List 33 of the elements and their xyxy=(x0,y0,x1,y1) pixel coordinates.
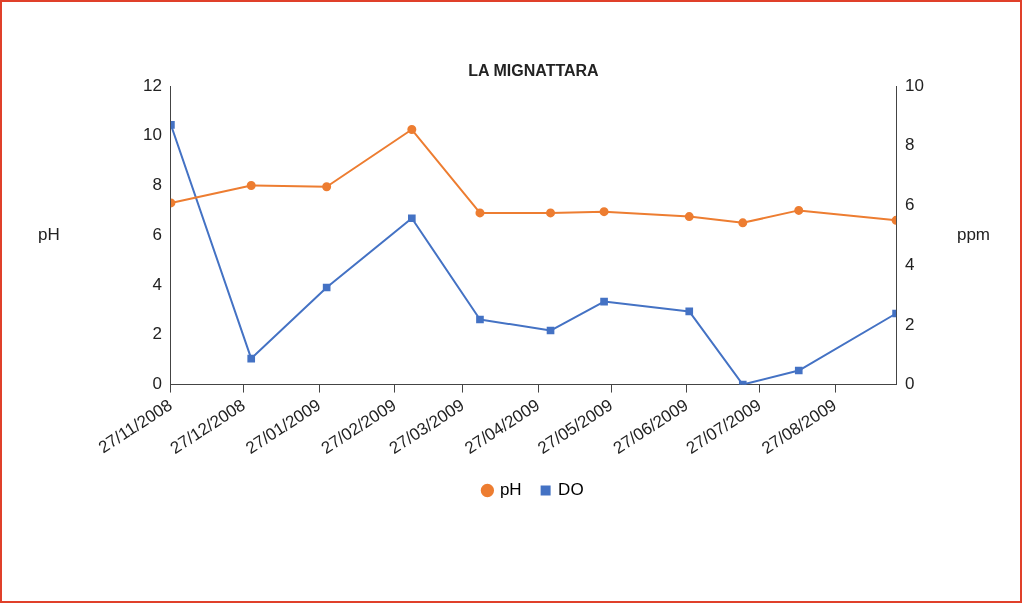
y2-axis-title: ppm xyxy=(956,224,990,244)
point xyxy=(476,315,484,324)
y-tick-label: 12 xyxy=(142,75,162,95)
point xyxy=(475,208,485,218)
point xyxy=(407,125,417,135)
y2-tick-label: 8 xyxy=(905,135,915,155)
y-tick-label: 0 xyxy=(152,374,162,394)
y-tick-label: 10 xyxy=(142,125,162,145)
y-tick-label: 2 xyxy=(152,324,162,344)
point xyxy=(685,307,694,316)
point xyxy=(247,354,256,363)
point xyxy=(794,366,803,375)
point xyxy=(408,214,416,223)
point xyxy=(546,208,556,218)
y-axis-title: pH xyxy=(38,224,60,244)
y-tick-label: 8 xyxy=(152,175,162,195)
point xyxy=(738,218,748,228)
y-tick-label: 4 xyxy=(152,274,162,294)
legend-label: DO xyxy=(558,480,584,500)
y2-tick-label: 6 xyxy=(905,195,915,215)
y2-tick-label: 0 xyxy=(905,374,915,394)
point xyxy=(246,181,256,191)
y-tick-label: 6 xyxy=(152,224,162,244)
y2-tick-label: 10 xyxy=(905,75,925,95)
point xyxy=(684,212,694,222)
point xyxy=(600,297,608,306)
point xyxy=(322,182,332,192)
point xyxy=(599,207,609,217)
chart-title: LA MIGNATTARA xyxy=(468,62,600,80)
y2-tick-label: 4 xyxy=(905,254,915,274)
legend-label: pH xyxy=(499,480,522,500)
point xyxy=(794,205,804,215)
y2-tick-label: 2 xyxy=(905,314,915,334)
